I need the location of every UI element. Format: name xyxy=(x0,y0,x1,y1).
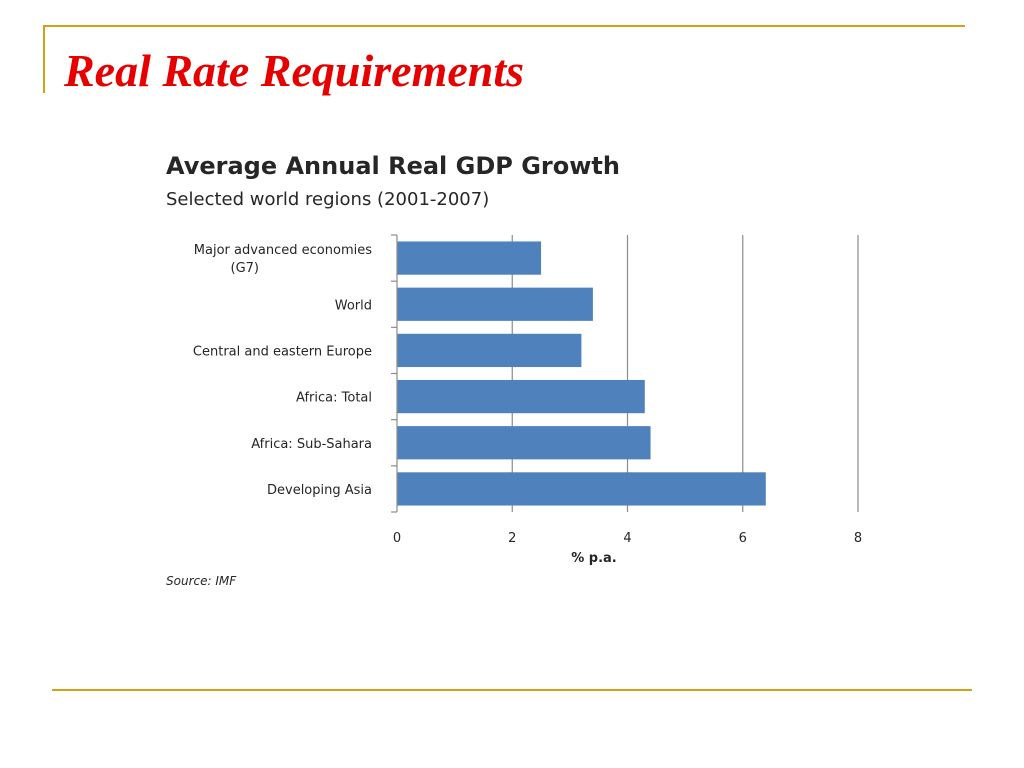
category-label: Major advanced economies (G7) xyxy=(194,243,372,276)
bar xyxy=(397,379,645,414)
x-axis-label: % p.a. xyxy=(571,551,617,566)
chart-subtitle: Selected world regions (2001-2007) xyxy=(166,189,490,210)
slide-title: Real Rate Requirements xyxy=(64,45,524,96)
x-tick-label: 8 xyxy=(854,531,862,546)
bar xyxy=(397,472,766,506)
left-rule xyxy=(43,25,45,93)
bars xyxy=(397,241,766,506)
category-labels: Major advanced economies (G7) World Central… xyxy=(193,243,372,498)
x-tick-labels: 0 2 4 6 8 xyxy=(393,531,862,546)
gridlines xyxy=(511,235,859,512)
x-tick-label: 2 xyxy=(508,531,516,546)
category-label: Central and eastern Europe xyxy=(193,344,372,359)
top-rule xyxy=(43,25,965,27)
axes xyxy=(391,234,398,513)
x-tick-label: 6 xyxy=(739,531,747,546)
category-label: Africa: Sub-Sahara xyxy=(251,437,372,452)
category-label: Developing Asia xyxy=(267,483,372,498)
source-note: Source: IMF xyxy=(166,574,237,588)
chart-title: Average Annual Real GDP Growth xyxy=(166,152,620,180)
category-label: Africa: Total xyxy=(296,391,372,406)
bar xyxy=(397,426,651,460)
x-tick-label: 0 xyxy=(393,531,401,546)
bar xyxy=(397,333,582,368)
bar xyxy=(397,287,593,321)
x-tick-label: 4 xyxy=(623,531,631,546)
bar xyxy=(397,241,542,275)
category-label: World xyxy=(335,298,372,313)
bottom-rule xyxy=(52,689,972,691)
